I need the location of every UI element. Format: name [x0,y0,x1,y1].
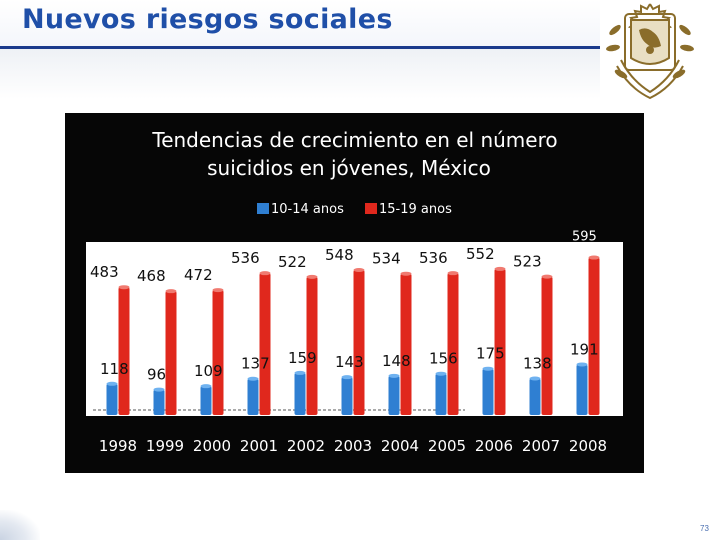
value-label-10-14-2004: 148 [382,352,411,370]
bar-15-19-2004 [400,273,412,415]
x-tick-2006: 2006 [475,437,513,455]
value-label-10-14-1999: 96 [147,366,166,384]
value-label-10-14-2000: 109 [194,362,223,380]
bar-cap-15-19-1998 [118,285,130,290]
legend-label-15-19: 15-19 anos [379,202,452,217]
slide-title: Nuevos riesgos sociales [22,4,393,35]
bar-10-14-2007 [529,378,541,415]
bar-cap-10-14-1998 [106,381,118,386]
bar-cap-15-19-2000 [212,288,224,293]
corner-decoration [0,510,40,540]
bar-10-14-2000 [200,386,212,415]
bar-10-14-1999 [153,389,165,415]
bar-cap-10-14-2008 [576,362,588,367]
x-tick-2002: 2002 [287,437,325,455]
chart-legend: 10-14 anos 15-19 anos [257,202,452,217]
chart-title-line-1: Tendencias de crecimiento en el número [151,128,557,152]
bar-15-19-2000 [212,290,224,415]
bar-10-14-2004 [388,375,400,415]
bar-cap-10-14-2005 [435,371,447,376]
bar-10-14-2003 [341,377,353,415]
bar-cap-10-14-2004 [388,373,400,378]
bar-cap-15-19-2006 [494,266,506,271]
bar-chart: Tendencias de crecimiento en el número s… [86,128,623,455]
value-label-10-14-2008: 191 [570,340,599,358]
bar-cap-10-14-2006 [482,366,494,371]
bar-15-19-2005 [447,273,459,415]
bar-15-19-2002 [306,276,318,415]
legend-swatch-15-19 [365,203,377,214]
value-label-10-14-1998: 118 [100,360,129,378]
bar-cap-10-14-2003 [341,375,353,380]
bar-cap-10-14-2002 [294,370,306,375]
value-label-10-14-2001: 137 [241,355,270,373]
bar-cap-15-19-2003 [353,267,365,272]
value-label-15-19-2005: 536 [419,249,448,267]
value-label-15-19-2001: 536 [231,249,260,267]
bar-cap-15-19-2001 [259,271,271,276]
bar-cap-15-19-2008 [588,255,600,260]
value-label-15-19-2006: 552 [466,245,495,263]
bar-cap-15-19-1999 [165,289,177,294]
bar-cap-15-19-2005 [447,271,459,276]
bar-10-14-1998 [106,383,118,415]
bar-cap-15-19-2004 [400,271,412,276]
x-tick-labels-group: 1998 1999 2000 2001 2002 2003 2004 2005 2006 2007… [99,437,607,455]
x-tick-2004: 2004 [381,437,419,455]
value-label-15-19-2000: 472 [184,266,213,284]
value-label-15-19-2002: 522 [278,253,307,271]
bar-15-19-2007 [541,276,553,415]
unam-crest-icon [606,3,694,100]
bar-cap-10-14-2000 [200,384,212,389]
value-label-10-14-2002: 159 [288,349,317,367]
bar-15-19-2006 [494,268,506,415]
bar-cap-10-14-2007 [529,376,541,381]
bar-cap-10-14-2001 [247,376,259,381]
slide-header: Nuevos riesgos sociales [0,0,600,49]
bar-15-19-1998 [118,287,130,415]
bar-10-14-2001 [247,378,259,415]
x-tick-1999: 1999 [146,437,184,455]
page-number: 73 [700,524,709,533]
value-label-15-19-1998: 483 [90,263,119,281]
bar-cap-15-19-2002 [306,274,318,279]
bars-group [106,255,600,415]
value-label-15-19-2004: 534 [372,250,401,268]
x-tick-2008: 2008 [569,437,607,455]
x-tick-2003: 2003 [334,437,372,455]
bar-10-14-2006 [482,368,494,415]
value-label-15-19-1999: 468 [137,267,166,285]
value-label-10-14-2006: 175 [476,345,505,363]
header-shadow [0,49,600,99]
bar-10-14-2005 [435,373,447,415]
bar-15-19-2003 [353,269,365,415]
bar-15-19-1999 [165,291,177,415]
bar-cap-10-14-1999 [153,387,165,392]
chart-title-line-2: suicidios en jóvenes, México [207,156,491,180]
bar-cap-15-19-2007 [541,274,553,279]
x-tick-2005: 2005 [428,437,466,455]
x-tick-2001: 2001 [240,437,278,455]
value-label-15-19-2008: 595 [572,230,597,245]
bar-10-14-2002 [294,372,306,415]
value-label-15-19-2003: 548 [325,246,354,264]
value-label-10-14-2003: 143 [335,353,364,371]
value-label-10-14-2005: 156 [429,350,458,368]
legend-swatch-10-14 [257,203,269,214]
x-tick-2007: 2007 [522,437,560,455]
value-labels-group: 118 483 96 468 109 472 137 536 159 522 143 548 148 53… [90,230,599,384]
bar-15-19-2008 [588,257,600,415]
value-label-10-14-2007: 138 [523,354,552,372]
bar-10-14-2008 [576,364,588,415]
x-tick-2000: 2000 [193,437,231,455]
bar-15-19-2001 [259,273,271,415]
value-label-15-19-2007: 523 [513,253,542,271]
legend-label-10-14: 10-14 anos [271,202,344,217]
x-tick-1998: 1998 [99,437,137,455]
